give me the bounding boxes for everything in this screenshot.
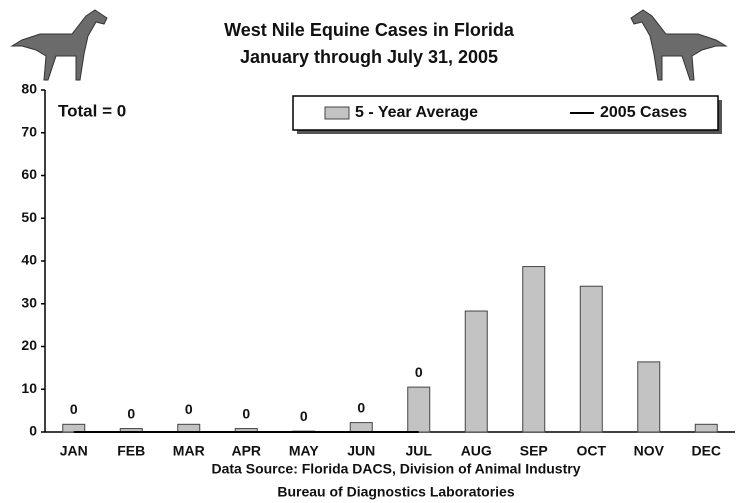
bar	[695, 424, 717, 432]
data-label: 0	[70, 401, 78, 417]
y-tick-label: 60	[21, 166, 37, 182]
y-tick-label: 80	[21, 81, 37, 97]
legend-label: 2005 Cases	[600, 104, 687, 121]
legend-label: 5 - Year Average	[355, 104, 478, 121]
x-tick-label: JAN	[60, 443, 88, 459]
y-tick-label: 70	[21, 123, 37, 139]
chart-subtitle: January through July 31, 2005	[240, 47, 498, 67]
x-tick-label: DEC	[691, 443, 721, 459]
y-tick-label: 30	[21, 294, 37, 310]
bar	[523, 267, 545, 432]
y-tick-label: 50	[21, 209, 37, 225]
legend-swatch	[325, 107, 349, 119]
footer: Bureau of Diagnostics Laboratories	[277, 484, 514, 500]
data-label: 0	[415, 364, 423, 380]
y-tick-label: 10	[21, 380, 37, 396]
x-tick-label: NOV	[634, 443, 665, 459]
x-tick-label: SEP	[520, 443, 548, 459]
x-tick-label: AUG	[461, 443, 492, 459]
x-tick-label: MAR	[173, 443, 205, 459]
data-label: 0	[185, 401, 193, 417]
bar	[63, 424, 85, 432]
horse-icon	[12, 10, 107, 80]
x-tick-label: FEB	[117, 443, 145, 459]
data-label: 0	[357, 399, 365, 415]
bar	[580, 286, 602, 432]
x-tick-label: JUN	[347, 443, 375, 459]
bar	[638, 362, 660, 432]
footer: Data Source: Florida DACS, Division of A…	[212, 461, 581, 477]
data-label: 0	[127, 405, 135, 421]
x-tick-label: MAY	[289, 443, 319, 459]
y-tick-label: 40	[21, 252, 37, 268]
chart: West Nile Equine Cases in Florida Januar…	[0, 0, 737, 503]
data-label: 0	[300, 408, 308, 424]
horse-icon	[631, 10, 726, 80]
bar	[465, 311, 487, 432]
x-tick-label: OCT	[576, 443, 606, 459]
x-tick-label: APR	[231, 443, 261, 459]
y-tick-label: 0	[29, 423, 37, 439]
chart-title: West Nile Equine Cases in Florida	[224, 20, 515, 40]
bar	[408, 387, 430, 432]
data-label: 0	[242, 405, 250, 421]
bar	[350, 423, 372, 432]
bar	[178, 424, 200, 432]
x-tick-label: JUL	[406, 443, 433, 459]
y-tick-label: 20	[21, 337, 37, 353]
annotation: Total = 0	[58, 101, 126, 120]
